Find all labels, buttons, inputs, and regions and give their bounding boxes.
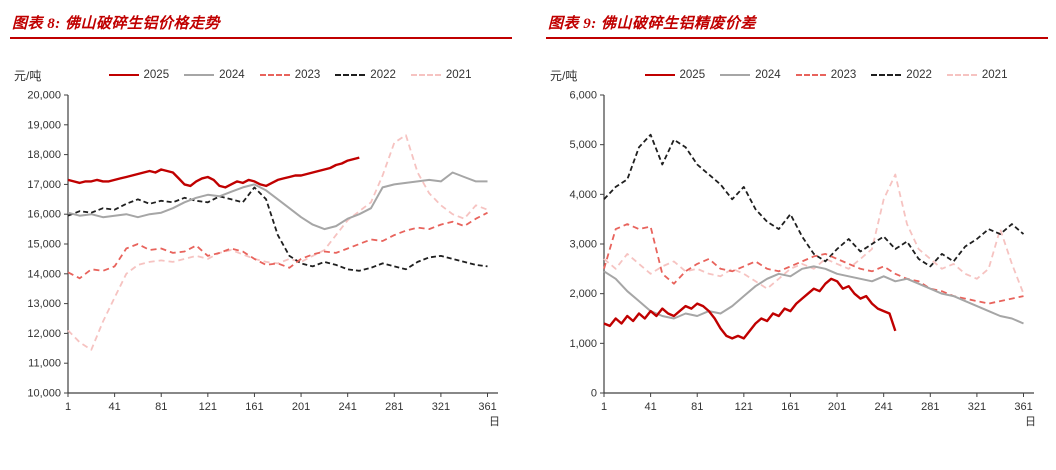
x-tick-label: 201 [828,401,846,413]
x-tick-label: 121 [199,401,217,413]
legend-line-sample-2025 [644,74,675,76]
y-tick-label: 12,000 [27,328,61,340]
legend-label-2022: 2022 [370,69,396,81]
y-tick-label: 10,000 [27,388,61,400]
y-tick-label: 4,000 [569,189,597,201]
chart-panel-price-trend: 图表 8: 佛山破碎生铝价格走势 元/吨 2025 2024 2023 2022 202… [10,10,512,470]
series-line-2023 [67,211,488,280]
y-tick-label: 14,000 [27,268,61,280]
x-tick-label: 201 [292,401,310,413]
legend-line-sample-2021 [946,74,977,76]
legend-item-2023: 2023 [259,69,321,81]
chart8-title: 图表 8: 佛山破碎生铝价格走势 [12,16,220,32]
legend-line-sample-2023 [259,74,290,76]
legend-label-2024: 2024 [755,69,781,81]
x-tick-label: 361 [478,401,496,413]
chart8-line-chart: 10,000 11,000 12,000 13,000 14,000 15,000 16,0… [27,90,500,429]
legend-label-2021: 2021 [981,69,1008,81]
legend-line-sample-2022 [871,74,902,76]
y-tick-label: 17,000 [27,179,61,191]
x-tick-label: 81 [691,401,703,413]
y-tick-label: 2,000 [569,288,597,300]
y-tick-label: 1,000 [569,338,597,350]
series-line-2022 [603,133,1025,268]
legend-label-2021: 2021 [445,69,472,81]
chart9-line-chart: 0 1,000 2,000 3,000 4,000 5,000 6,000 1 41 81 121 1… [569,90,1036,429]
chart8-title-underline [10,37,512,39]
y-tick-label: 5,000 [569,139,597,151]
series-line-2022 [67,186,488,272]
y-tick-label: 20,000 [27,90,61,102]
legend-label-2023: 2023 [294,69,321,81]
legend-item-2025: 2025 [644,69,706,81]
chart-panel-price-spread: 图表 9: 佛山破碎生铝精废价差 元/吨 2025 2024 2023 2022 202… [546,10,1048,470]
series-line-2021 [67,134,488,351]
legend-line-sample-2024 [720,74,751,76]
legend-line-sample-2021 [410,74,441,76]
y-tick-label: 18,000 [27,149,61,161]
x-tick-label: 161 [781,401,799,413]
legend-item-2024: 2024 [720,69,781,81]
legend-item-2023: 2023 [795,69,857,81]
chart9-legend: 2025 2024 2023 2022 2021 [604,69,1048,81]
legend-label-2024: 2024 [219,69,245,81]
x-axis-unit-label: 日 [489,416,500,428]
chart9-top-row: 元/吨 2025 2024 2023 2022 2021 [546,65,1048,85]
y-tick-label: 16,000 [27,209,61,221]
chart8-y-unit-label: 元/吨 [14,68,42,83]
x-tick-label: 41 [108,401,120,413]
chart9-title: 图表 9: 佛山破碎生铝精废价差 [548,16,756,32]
x-tick-label: 161 [245,401,263,413]
x-tick-label: 81 [155,401,167,413]
legend-item-2021: 2021 [946,69,1008,81]
legend-line-sample-2023 [795,74,826,76]
x-tick-label: 41 [644,401,656,413]
chart8-legend: 2025 2024 2023 2022 2021 [68,69,512,81]
x-tick-label: 321 [432,401,450,413]
legend-label-2025: 2025 [143,69,170,81]
x-tick-label: 1 [65,401,71,413]
chart9-title-underline [546,37,1048,39]
y-tick-label: 11,000 [28,358,61,370]
x-axis-unit-label: 日 [1025,416,1036,428]
x-tick-label: 361 [1014,401,1032,413]
series-line-2025 [603,277,897,340]
series-line-2024 [67,171,488,231]
x-tick-label: 241 [338,401,356,413]
legend-line-sample-2022 [335,74,366,76]
legend-item-2022: 2022 [335,69,396,81]
x-tick-label: 241 [874,401,892,413]
x-tick-label: 121 [735,401,753,413]
y-tick-label: 0 [591,388,597,400]
legend-label-2023: 2023 [830,69,857,81]
legend-item-2022: 2022 [871,69,932,81]
series-line-2021 [603,173,1025,295]
y-tick-label: 6,000 [569,90,597,102]
chart8-top-row: 元/吨 2025 2024 2023 2022 2021 [10,65,512,85]
y-tick-label: 13,000 [27,298,61,310]
legend-item-2024: 2024 [184,69,245,81]
legend-item-2021: 2021 [410,69,472,81]
x-tick-label: 281 [385,401,403,413]
legend-label-2025: 2025 [679,69,706,81]
legend-label-2022: 2022 [906,69,932,81]
legend-line-sample-2025 [108,74,139,76]
x-tick-label: 1 [601,401,607,413]
x-tick-label: 281 [921,401,939,413]
chart9-y-unit-label: 元/吨 [550,68,578,83]
y-tick-label: 3,000 [569,239,597,251]
y-tick-label: 19,000 [27,119,61,131]
series-line-2025 [67,156,360,189]
legend-item-2025: 2025 [108,69,170,81]
y-tick-label: 15,000 [27,239,61,251]
legend-line-sample-2024 [184,74,215,76]
x-tick-label: 321 [968,401,986,413]
series-line-2024 [603,265,1024,325]
